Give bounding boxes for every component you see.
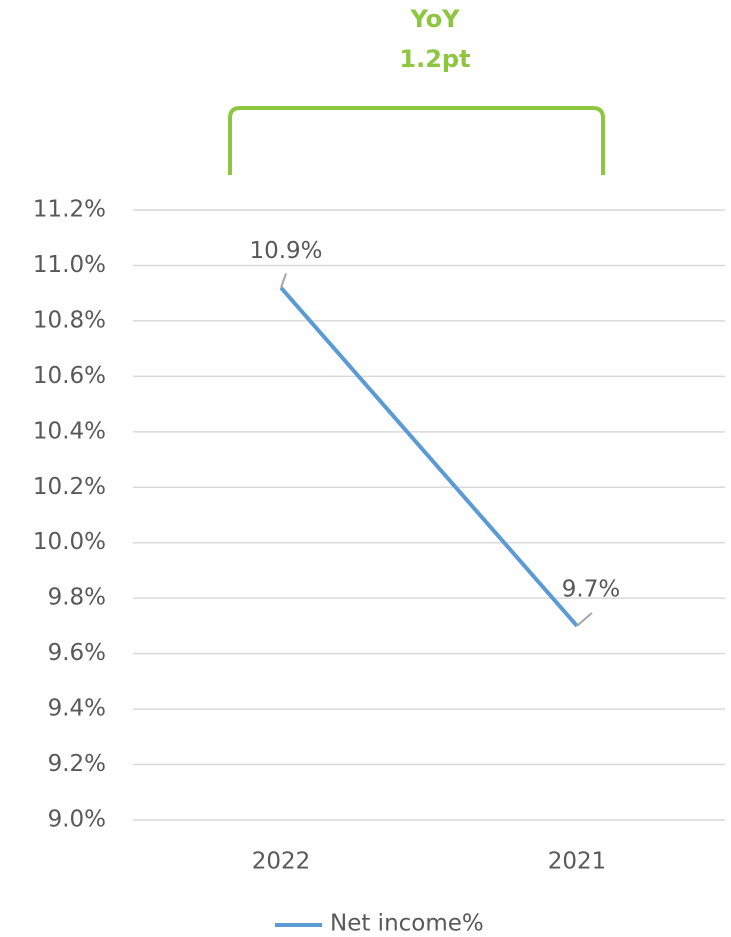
y-tick-label: 10.0% [33,529,106,555]
y-tick-label: 9.2% [48,751,106,777]
x-tick-label: 2022 [252,849,311,875]
y-tick-label: 11.2% [33,197,106,223]
annotation: 1.2pt [399,45,470,73]
data-label: 10.9% [249,238,322,264]
y-tick-label: 9.8% [48,585,106,611]
x-tick-label: 2021 [548,849,607,875]
data-label: 9.7% [562,576,620,602]
bracket [228,106,605,175]
legend-label: Net income% [330,911,484,937]
y-tick-label: 10.4% [33,418,106,444]
y-tick-label: 9.6% [48,640,106,666]
y-tick-label: 11.0% [33,252,106,278]
leader-line [280,273,287,288]
y-tick-label: 10.6% [33,363,106,389]
line [279,286,579,628]
y-tick-label: 9.4% [48,696,106,722]
y-tick-label: 10.2% [33,474,106,500]
annotation: YoY [409,5,460,33]
leader-line [576,612,593,627]
y-tick-label: 9.0% [48,807,106,833]
y-tick-label: 10.8% [33,307,106,333]
